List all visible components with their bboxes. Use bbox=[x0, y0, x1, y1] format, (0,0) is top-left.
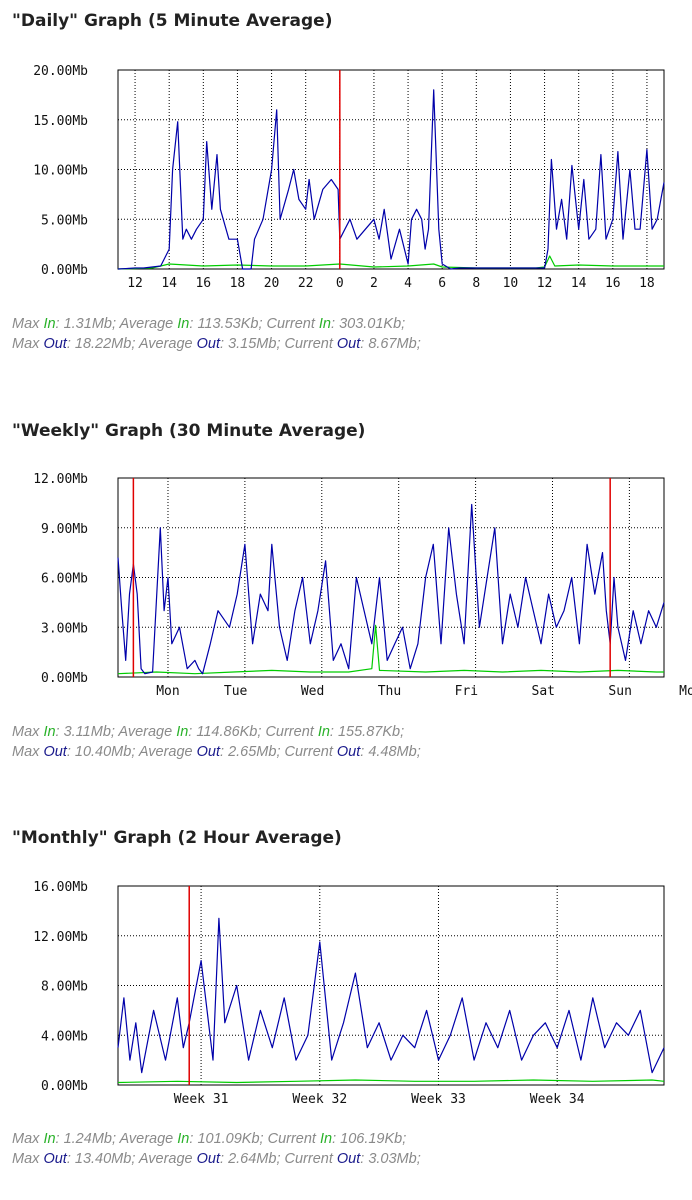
daily-stats-out-line: Max Out: 18.22Mb; Average Out: 3.15Mb; C… bbox=[12, 336, 421, 352]
weekly-traffic-chart: 0.00Mb 3.00Mb 6.00Mb 9.00Mb 12.00Mb Mon Tue Wed… bbox=[33, 472, 692, 699]
weekly-stats: Max In: 3.11Mb; Average In: 114.86Kb; Cu… bbox=[12, 722, 421, 762]
daily-out-average: 3.15Mb bbox=[228, 336, 277, 352]
daily-out-max: 18.22Mb bbox=[74, 336, 132, 352]
daily-xtick-label: 4 bbox=[404, 276, 412, 291]
monthly-xtick-label: Week 31 bbox=[174, 1092, 229, 1107]
monthly-in-max: 1.24Mb bbox=[63, 1131, 112, 1147]
monthly-stats: Max In: 1.24Mb; Average In: 101.09Kb; Cu… bbox=[12, 1129, 421, 1169]
monthly-stats-out-line: Max Out: 13.40Mb; Average Out: 2.64Mb; C… bbox=[12, 1151, 421, 1167]
weekly-xtick-label: Mon bbox=[679, 684, 692, 699]
daily-in-current: 303.01Kb bbox=[339, 316, 402, 332]
weekly-in-average: 114.86Kb bbox=[196, 724, 258, 740]
daily-in-max: 1.31Mb bbox=[63, 316, 112, 332]
daily-xtick-label: 6 bbox=[438, 276, 446, 291]
monthly-stats-in-line: Max In: 1.24Mb; Average In: 101.09Kb; Cu… bbox=[12, 1131, 407, 1147]
weekly-xtick-label: Fri bbox=[455, 684, 478, 699]
daily-xtick-label: 14 bbox=[161, 276, 177, 291]
monthly-ytick-label: 8.00Mb bbox=[41, 980, 88, 995]
monthly-ytick-label: 16.00Mb bbox=[33, 880, 88, 895]
daily-series-out-line bbox=[117, 89, 665, 270]
weekly-ytick-label: 9.00Mb bbox=[41, 522, 88, 537]
monthly-traffic-chart: 0.00Mb 4.00Mb 8.00Mb 12.00Mb 16.00Mb Week 31 W… bbox=[33, 880, 665, 1107]
weekly-xtick-label: Thu bbox=[378, 684, 401, 699]
daily-xtick-label: 18 bbox=[230, 276, 246, 291]
weekly-ytick-label: 6.00Mb bbox=[41, 572, 88, 587]
daily-out-current: 8.67Mb bbox=[368, 336, 417, 352]
weekly-series-out-line bbox=[117, 503, 665, 675]
daily-xtick-label: 16 bbox=[605, 276, 621, 291]
daily-xtick-label: 10 bbox=[503, 276, 519, 291]
weekly-out-average: 2.65Mb bbox=[228, 744, 277, 760]
weekly-ytick-label: 12.00Mb bbox=[33, 472, 88, 487]
daily-xtick-label: 0 bbox=[336, 276, 344, 291]
daily-series-in-line bbox=[117, 255, 664, 270]
monthly-out-average: 2.64Mb bbox=[228, 1151, 277, 1167]
weekly-stats-out-line: Max Out: 10.40Mb; Average Out: 2.65Mb; C… bbox=[12, 744, 421, 760]
monthly-xtick-label: Week 33 bbox=[411, 1092, 466, 1107]
daily-xtick-label: 20 bbox=[264, 276, 280, 291]
daily-xtick-label: 18 bbox=[639, 276, 655, 291]
daily-stats: Max In: 1.31Mb; Average In: 113.53Kb; Cu… bbox=[12, 314, 421, 354]
weekly-series-in-line bbox=[117, 624, 664, 675]
weekly-xtick-label: Sun bbox=[608, 684, 631, 699]
weekly-in-current: 155.87Kb bbox=[337, 724, 401, 740]
monthly-xtick-label: Week 34 bbox=[530, 1092, 585, 1107]
monthly-ytick-label: 4.00Mb bbox=[41, 1029, 88, 1044]
monthly-series-in-line bbox=[117, 1079, 665, 1084]
weekly-xtick-label: Tue bbox=[224, 684, 248, 699]
daily-xtick-label: 12 bbox=[537, 276, 553, 291]
monthly-in-average: 101.09Kb bbox=[197, 1131, 260, 1147]
daily-xtick-label: 12 bbox=[127, 276, 143, 291]
daily-xtick-label: 14 bbox=[571, 276, 587, 291]
daily-xtick-label: 16 bbox=[195, 276, 211, 291]
monthly-series-out-line bbox=[117, 917, 665, 1074]
monthly-out-current: 3.03Mb bbox=[368, 1151, 417, 1167]
monthly-xtick-label: Week 32 bbox=[292, 1092, 347, 1107]
daily-ytick-label: 10.00Mb bbox=[33, 164, 88, 179]
daily-ytick-label: 20.00Mb bbox=[33, 64, 88, 79]
daily-ytick-label: 5.00Mb bbox=[41, 213, 88, 228]
weekly-out-max: 10.40Mb bbox=[74, 744, 132, 760]
daily-stats-in-line: Max In: 1.31Mb; Average In: 113.53Kb; Cu… bbox=[12, 316, 406, 332]
weekly-xtick-label: Wed bbox=[301, 684, 324, 699]
daily-ytick-label: 15.00Mb bbox=[33, 114, 88, 129]
daily-xtick-label: 2 bbox=[370, 276, 378, 291]
weekly-stats-in-line: Max In: 3.11Mb; Average In: 114.86Kb; Cu… bbox=[12, 724, 405, 740]
daily-xtick-label: 8 bbox=[472, 276, 480, 291]
daily-ytick-label: 0.00Mb bbox=[41, 263, 88, 278]
monthly-graph-title: "Monthly" Graph (2 Hour Average) bbox=[12, 828, 342, 848]
monthly-ytick-label: 12.00Mb bbox=[33, 930, 88, 945]
weekly-xtick-label: Mon bbox=[156, 684, 179, 699]
daily-in-average: 113.53Kb bbox=[197, 316, 259, 332]
daily-xtick-label: 22 bbox=[298, 276, 314, 291]
weekly-graph-title: "Weekly" Graph (30 Minute Average) bbox=[12, 421, 366, 441]
weekly-ytick-label: 0.00Mb bbox=[41, 671, 88, 686]
weekly-ytick-label: 3.00Mb bbox=[41, 621, 88, 636]
daily-traffic-chart: 0.00Mb 5.00Mb 10.00Mb 15.00Mb 20.00Mb 12 14 16 1… bbox=[33, 64, 665, 291]
monthly-ytick-label: 0.00Mb bbox=[41, 1079, 88, 1094]
weekly-xtick-label: Sat bbox=[532, 684, 555, 699]
weekly-in-max: 3.11Mb bbox=[63, 724, 111, 740]
monthly-in-current: 106.19Kb bbox=[340, 1131, 403, 1147]
weekly-out-current: 4.48Mb bbox=[368, 744, 417, 760]
daily-graph-title: "Daily" Graph (5 Minute Average) bbox=[12, 11, 333, 31]
monthly-out-max: 13.40Mb bbox=[74, 1151, 132, 1167]
